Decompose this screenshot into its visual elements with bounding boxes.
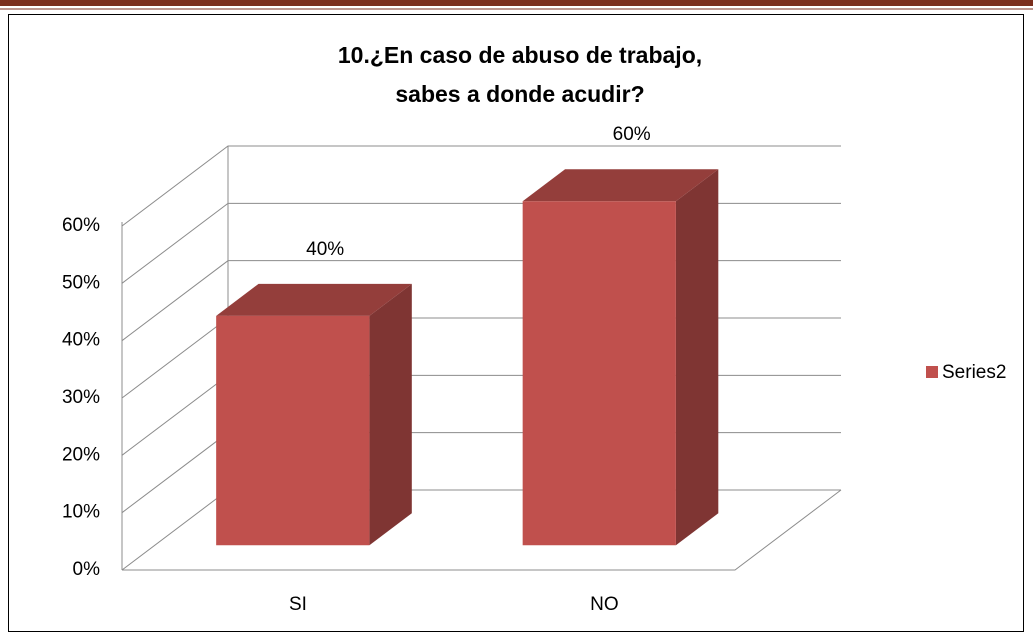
legend-swatch (926, 366, 938, 378)
y-tick-label: 50% (62, 272, 100, 293)
y-tick-label: 10% (62, 502, 100, 523)
y-tick-label: 40% (62, 330, 100, 351)
bar-front (216, 315, 370, 546)
grid-line (121, 202, 841, 284)
top-band (0, 0, 1033, 6)
bar (216, 283, 412, 546)
chart-border (8, 14, 1024, 632)
legend-label: Series2 (942, 362, 1006, 383)
y-tick-label: 30% (62, 387, 100, 408)
data-label: 40% (306, 239, 344, 260)
data-label: 60% (613, 124, 651, 145)
bar-front (522, 201, 676, 546)
bar-top (216, 283, 412, 316)
y-tick-label: 60% (62, 215, 100, 236)
floor (122, 489, 842, 571)
bar-top (522, 169, 719, 202)
grid-line (121, 145, 841, 227)
bar (522, 169, 719, 546)
bar-side (675, 169, 719, 546)
y-tick-label: 0% (73, 559, 101, 580)
y-tick-label: 20% (62, 444, 100, 465)
x-tick-label: NO (590, 594, 619, 615)
chart-title: 10.¿En caso de abuso de trabajo, sabes a… (337, 42, 703, 107)
bar-side (369, 283, 412, 546)
x-tick-label: SI (289, 594, 307, 615)
